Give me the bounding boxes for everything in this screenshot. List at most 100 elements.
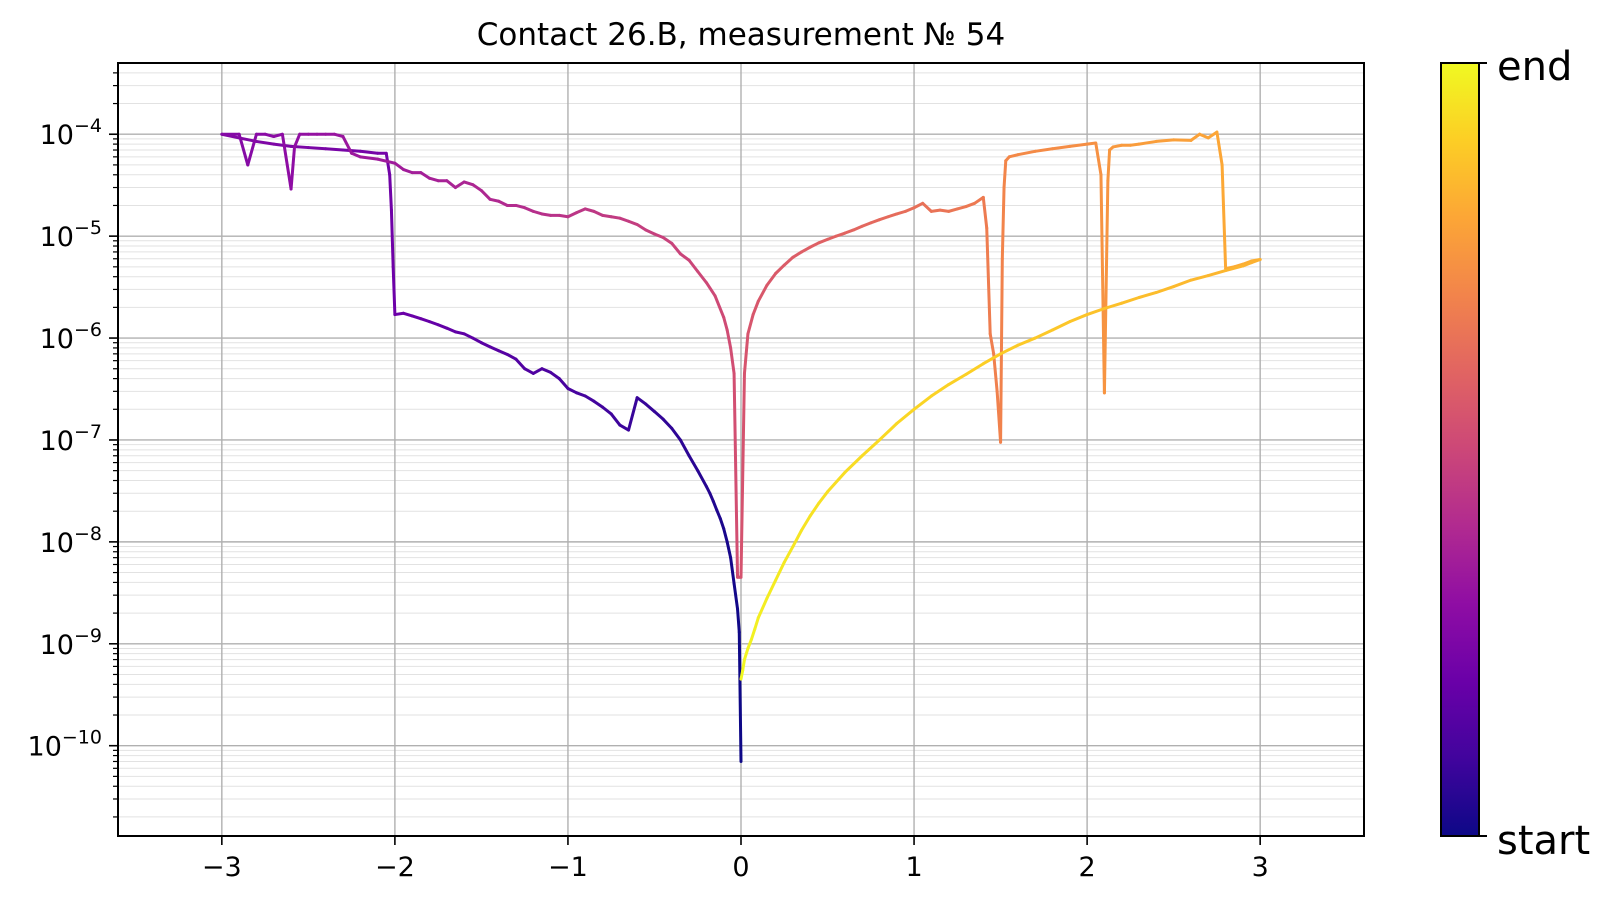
series-segment (540, 367, 553, 374)
series-segment (826, 470, 847, 494)
series-segment (388, 173, 393, 212)
series-segment (751, 299, 760, 317)
series-segment (756, 596, 769, 620)
series-segment (618, 423, 631, 432)
series-segment (964, 362, 985, 376)
series-segment (713, 294, 726, 319)
series-segment (791, 250, 804, 259)
y-axis: 10−4 10−5 10−6 10−7 10−8 10−9 10−10 (28, 115, 118, 763)
series-segment (384, 151, 392, 177)
series-segment (479, 189, 492, 201)
series-segment (912, 394, 933, 411)
series-segment (895, 209, 907, 216)
series-segment (1172, 138, 1193, 142)
series-segment (1016, 149, 1037, 157)
series-segment (742, 646, 750, 662)
series-segment (746, 638, 753, 650)
series-segment (749, 627, 757, 642)
series-segment (765, 271, 778, 287)
colorbar: end start (1440, 44, 1590, 864)
colorbar-gradient (1440, 62, 1480, 837)
x-tick-label: 1 (905, 852, 922, 883)
series-segment (280, 132, 293, 191)
series-segment (549, 370, 561, 381)
series-segment (711, 499, 719, 512)
series-segment (523, 206, 535, 213)
series-segment (324, 147, 345, 152)
series-segment (678, 252, 691, 262)
series-segment (272, 142, 293, 148)
series-segment (652, 410, 665, 421)
series-segment (393, 161, 406, 172)
series-segment (293, 132, 302, 149)
series-segment (741, 658, 746, 672)
series-segment (557, 377, 570, 390)
series-segment (402, 311, 414, 318)
series-segment (722, 527, 729, 544)
chart-title: Contact 26.B, measurement № 54 (477, 17, 1005, 53)
series-segment (1085, 306, 1106, 317)
series-segment (389, 208, 395, 269)
series-segment (973, 195, 985, 205)
series-segment (722, 315, 729, 332)
series-segment (566, 386, 579, 395)
series-segment (479, 341, 492, 349)
series-segment (644, 228, 656, 236)
y-tick-label: 10−10 (28, 727, 102, 763)
series-segment (1241, 261, 1254, 268)
y-tick-label: 10−4 (40, 115, 102, 151)
series-2-line (220, 132, 743, 579)
x-tick-label: 2 (1079, 852, 1096, 883)
series-segment (376, 157, 397, 165)
series-segment (531, 367, 544, 375)
series-segment (1220, 163, 1228, 269)
series-segment (419, 171, 431, 180)
series-segment (1094, 141, 1103, 177)
series-segment (808, 501, 821, 518)
series-segment (981, 195, 989, 230)
series-segment (627, 396, 639, 432)
series-segment (877, 422, 899, 442)
series-segment (246, 132, 258, 167)
series-segment (843, 228, 855, 235)
series-segment (929, 383, 951, 398)
series-segment (964, 201, 977, 209)
series-segment (981, 352, 1003, 366)
series-segment (753, 616, 760, 631)
series-segment (237, 132, 250, 167)
series-segment (1051, 320, 1072, 332)
series-segment (505, 352, 518, 361)
series-segment (800, 514, 812, 532)
series-segment (704, 281, 717, 298)
series-segment (1002, 159, 1008, 190)
series-segment (341, 135, 354, 155)
series-segment (696, 469, 708, 488)
series-segment (661, 417, 674, 430)
series-segment (592, 209, 605, 217)
series-segment (999, 343, 1020, 356)
series-segment (445, 179, 457, 190)
series-segment (739, 371, 746, 579)
series-segment (860, 438, 881, 458)
series-segment (739, 668, 745, 681)
series-segment (1198, 132, 1210, 140)
series-segment (1189, 132, 1202, 142)
series-segment (1068, 142, 1089, 148)
series-segment (903, 206, 916, 213)
series-segment (488, 345, 501, 353)
series-segment (462, 180, 475, 187)
y-tick-label: 10−9 (40, 625, 102, 661)
series-segment (306, 146, 328, 151)
series-segment (1000, 186, 1006, 261)
series-segment (746, 313, 755, 336)
series-segment (575, 207, 587, 215)
y-tick-label: 10−6 (40, 319, 102, 355)
series-segment (860, 221, 873, 228)
colorbar-end-label: end (1497, 44, 1572, 90)
series-segment (732, 371, 740, 579)
series-segment (774, 560, 786, 582)
series-segment (419, 317, 431, 324)
series-segment (988, 332, 996, 356)
series-segment (782, 545, 795, 564)
series-segment (635, 223, 648, 232)
